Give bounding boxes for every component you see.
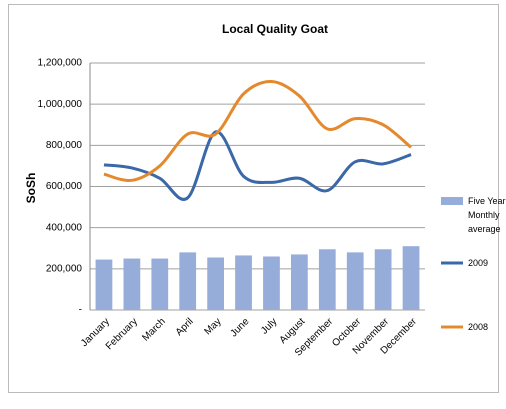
legend-label-box: Five Year Monthly average	[468, 196, 506, 234]
legend-label-box: 2008	[468, 322, 489, 332]
y-tick-label: 1,000,000	[38, 99, 83, 110]
legend-label: 2008	[468, 322, 489, 332]
legend-label-box: 2009	[468, 258, 489, 268]
y-tick-label: 800,000	[46, 140, 83, 151]
bar	[346, 252, 364, 310]
bar	[374, 249, 392, 310]
bar	[95, 259, 113, 310]
y-axis-label: SoSh	[24, 173, 38, 204]
y-tick-label: 600,000	[46, 181, 83, 192]
y-tick-label: 1,200,000	[38, 58, 83, 69]
bar	[318, 249, 336, 310]
legend-label: 2009	[468, 258, 489, 268]
bar	[291, 254, 308, 310]
y-tick-label: 400,000	[46, 222, 83, 233]
legend-swatch	[441, 197, 463, 205]
bar	[123, 258, 141, 310]
bar	[263, 256, 280, 310]
chart-title: Local Quality Goat	[222, 22, 328, 36]
bar	[151, 258, 169, 310]
y-tick-label: -	[79, 305, 82, 316]
bar	[207, 257, 224, 310]
line	[103, 130, 412, 201]
line	[103, 80, 413, 182]
bar	[402, 246, 420, 310]
bar	[235, 255, 252, 310]
y-tick-label: 200,000	[46, 263, 83, 274]
bar	[179, 252, 197, 310]
legend-label: Five Year Monthly average	[468, 196, 506, 234]
